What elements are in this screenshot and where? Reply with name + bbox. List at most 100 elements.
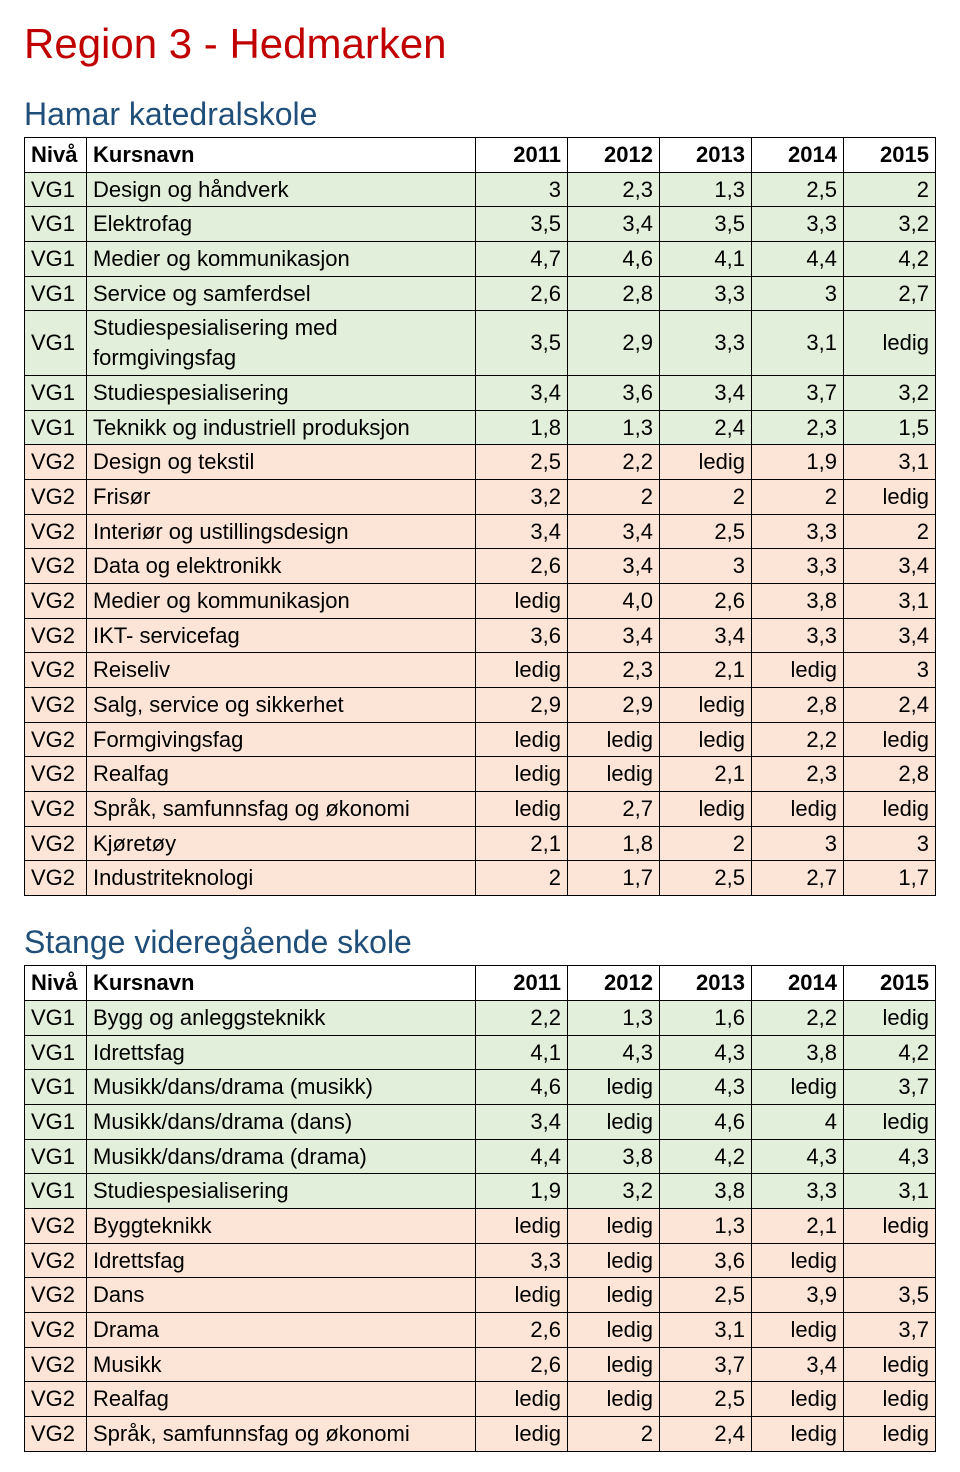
table-row: VG2Idrettsfag3,3ledig3,6ledig bbox=[25, 1243, 936, 1278]
cell-niva: VG1 bbox=[25, 311, 87, 375]
cell-niva: VG1 bbox=[25, 1104, 87, 1139]
cell-value: 3 bbox=[844, 826, 936, 861]
cell-kurs: Musikk/dans/drama (musikk) bbox=[87, 1070, 476, 1105]
cell-kurs: Musikk/dans/drama (dans) bbox=[87, 1104, 476, 1139]
cell-value: 3,3 bbox=[752, 207, 844, 242]
cell-value: 2,5 bbox=[660, 514, 752, 549]
cell-niva: VG2 bbox=[25, 445, 87, 480]
cell-value: 3,7 bbox=[844, 1313, 936, 1348]
cell-kurs: Medier og kommunikasjon bbox=[87, 242, 476, 277]
cell-value: 3,5 bbox=[660, 207, 752, 242]
cell-niva: VG2 bbox=[25, 861, 87, 896]
schools-container: Hamar katedralskoleNivåKursnavn201120122… bbox=[24, 96, 936, 1452]
cell-value: 3,2 bbox=[844, 375, 936, 410]
cell-value: 2,4 bbox=[660, 410, 752, 445]
cell-value: 2,3 bbox=[568, 172, 660, 207]
cell-value: 3,8 bbox=[752, 1035, 844, 1070]
table-row: VG2Drama2,6ledig3,1ledig3,7 bbox=[25, 1313, 936, 1348]
cell-niva: VG1 bbox=[25, 1139, 87, 1174]
cell-value: 3,8 bbox=[660, 1174, 752, 1209]
cell-niva: VG2 bbox=[25, 688, 87, 723]
cell-value: ledig bbox=[844, 792, 936, 827]
cell-value: 1,6 bbox=[660, 1000, 752, 1035]
cell-niva: VG2 bbox=[25, 1278, 87, 1313]
cell-kurs: Formgivingsfag bbox=[87, 722, 476, 757]
cell-kurs: Byggteknikk bbox=[87, 1208, 476, 1243]
cell-value: 2,5 bbox=[660, 861, 752, 896]
col-year: 2013 bbox=[660, 138, 752, 173]
cell-value: 4,2 bbox=[660, 1139, 752, 1174]
table-row: VG2Salg, service og sikkerhet2,92,9ledig… bbox=[25, 688, 936, 723]
cell-value: 3,3 bbox=[476, 1243, 568, 1278]
cell-niva: VG2 bbox=[25, 722, 87, 757]
cell-value: 4,3 bbox=[660, 1035, 752, 1070]
cell-value: 4,3 bbox=[660, 1070, 752, 1105]
cell-kurs: Medier og kommunikasjon bbox=[87, 583, 476, 618]
cell-value: 3,4 bbox=[476, 514, 568, 549]
cell-value: 2 bbox=[660, 826, 752, 861]
cell-niva: VG2 bbox=[25, 479, 87, 514]
cell-niva: VG2 bbox=[25, 757, 87, 792]
cell-value: 3,5 bbox=[476, 311, 568, 375]
cell-value: ledig bbox=[476, 1208, 568, 1243]
cell-value: 1,5 bbox=[844, 410, 936, 445]
table-row: VG1Elektrofag3,53,43,53,33,2 bbox=[25, 207, 936, 242]
cell-value: 4 bbox=[752, 1104, 844, 1139]
cell-value: 2 bbox=[568, 479, 660, 514]
cell-value: 3,3 bbox=[660, 276, 752, 311]
cell-value: ledig bbox=[752, 792, 844, 827]
cell-value: ledig bbox=[476, 653, 568, 688]
cell-value: ledig bbox=[568, 757, 660, 792]
cell-value: ledig bbox=[752, 1070, 844, 1105]
cell-value: 4,7 bbox=[476, 242, 568, 277]
cell-value: 2,7 bbox=[568, 792, 660, 827]
table-row: VG2Musikk2,6ledig3,73,4ledig bbox=[25, 1347, 936, 1382]
cell-niva: VG2 bbox=[25, 1382, 87, 1417]
table-row: VG2Reiselivledig2,32,1ledig3 bbox=[25, 653, 936, 688]
table-row: VG2Design og tekstil2,52,2ledig1,93,1 bbox=[25, 445, 936, 480]
cell-value: ledig bbox=[660, 445, 752, 480]
cell-value: 3,1 bbox=[844, 445, 936, 480]
cell-value: ledig bbox=[844, 1347, 936, 1382]
cell-niva: VG1 bbox=[25, 172, 87, 207]
cell-value: ledig bbox=[660, 688, 752, 723]
cell-value: 2,4 bbox=[844, 688, 936, 723]
cell-value: 3,3 bbox=[752, 514, 844, 549]
cell-value: 2,9 bbox=[568, 311, 660, 375]
cell-value: 3,4 bbox=[476, 1104, 568, 1139]
school-title: Hamar katedralskole bbox=[24, 96, 936, 133]
cell-value: ledig bbox=[844, 1417, 936, 1452]
cell-niva: VG2 bbox=[25, 653, 87, 688]
cell-kurs: Industriteknologi bbox=[87, 861, 476, 896]
cell-kurs: Salg, service og sikkerhet bbox=[87, 688, 476, 723]
cell-value: 3,4 bbox=[476, 375, 568, 410]
cell-value: 3,1 bbox=[844, 583, 936, 618]
cell-niva: VG1 bbox=[25, 375, 87, 410]
cell-value: 2,8 bbox=[752, 688, 844, 723]
cell-value: 2 bbox=[752, 479, 844, 514]
cell-value: 2 bbox=[844, 514, 936, 549]
cell-niva: VG2 bbox=[25, 618, 87, 653]
cell-value: 4,3 bbox=[844, 1139, 936, 1174]
table-row: VG2Medier og kommunikasjonledig4,02,63,8… bbox=[25, 583, 936, 618]
col-niva: Nivå bbox=[25, 966, 87, 1001]
table-row: VG2Kjøretøy2,11,8233 bbox=[25, 826, 936, 861]
cell-niva: VG2 bbox=[25, 1347, 87, 1382]
cell-value: ledig bbox=[844, 1382, 936, 1417]
cell-value: 1,3 bbox=[660, 1208, 752, 1243]
cell-value: 3 bbox=[752, 826, 844, 861]
cell-kurs: Drama bbox=[87, 1313, 476, 1348]
cell-value: 4,1 bbox=[476, 1035, 568, 1070]
cell-value: 3,4 bbox=[844, 549, 936, 584]
cell-value: 2,2 bbox=[752, 722, 844, 757]
table-row: VG2Data og elektronikk2,63,433,33,4 bbox=[25, 549, 936, 584]
region-title: Region 3 - Hedmarken bbox=[24, 20, 936, 68]
cell-value: ledig bbox=[568, 1070, 660, 1105]
cell-value: 2,6 bbox=[476, 276, 568, 311]
cell-kurs: Idrettsfag bbox=[87, 1243, 476, 1278]
cell-kurs: Design og håndverk bbox=[87, 172, 476, 207]
cell-value: 2 bbox=[844, 172, 936, 207]
cell-value: 3,4 bbox=[660, 375, 752, 410]
cell-value: 3 bbox=[752, 276, 844, 311]
cell-value bbox=[844, 1243, 936, 1278]
